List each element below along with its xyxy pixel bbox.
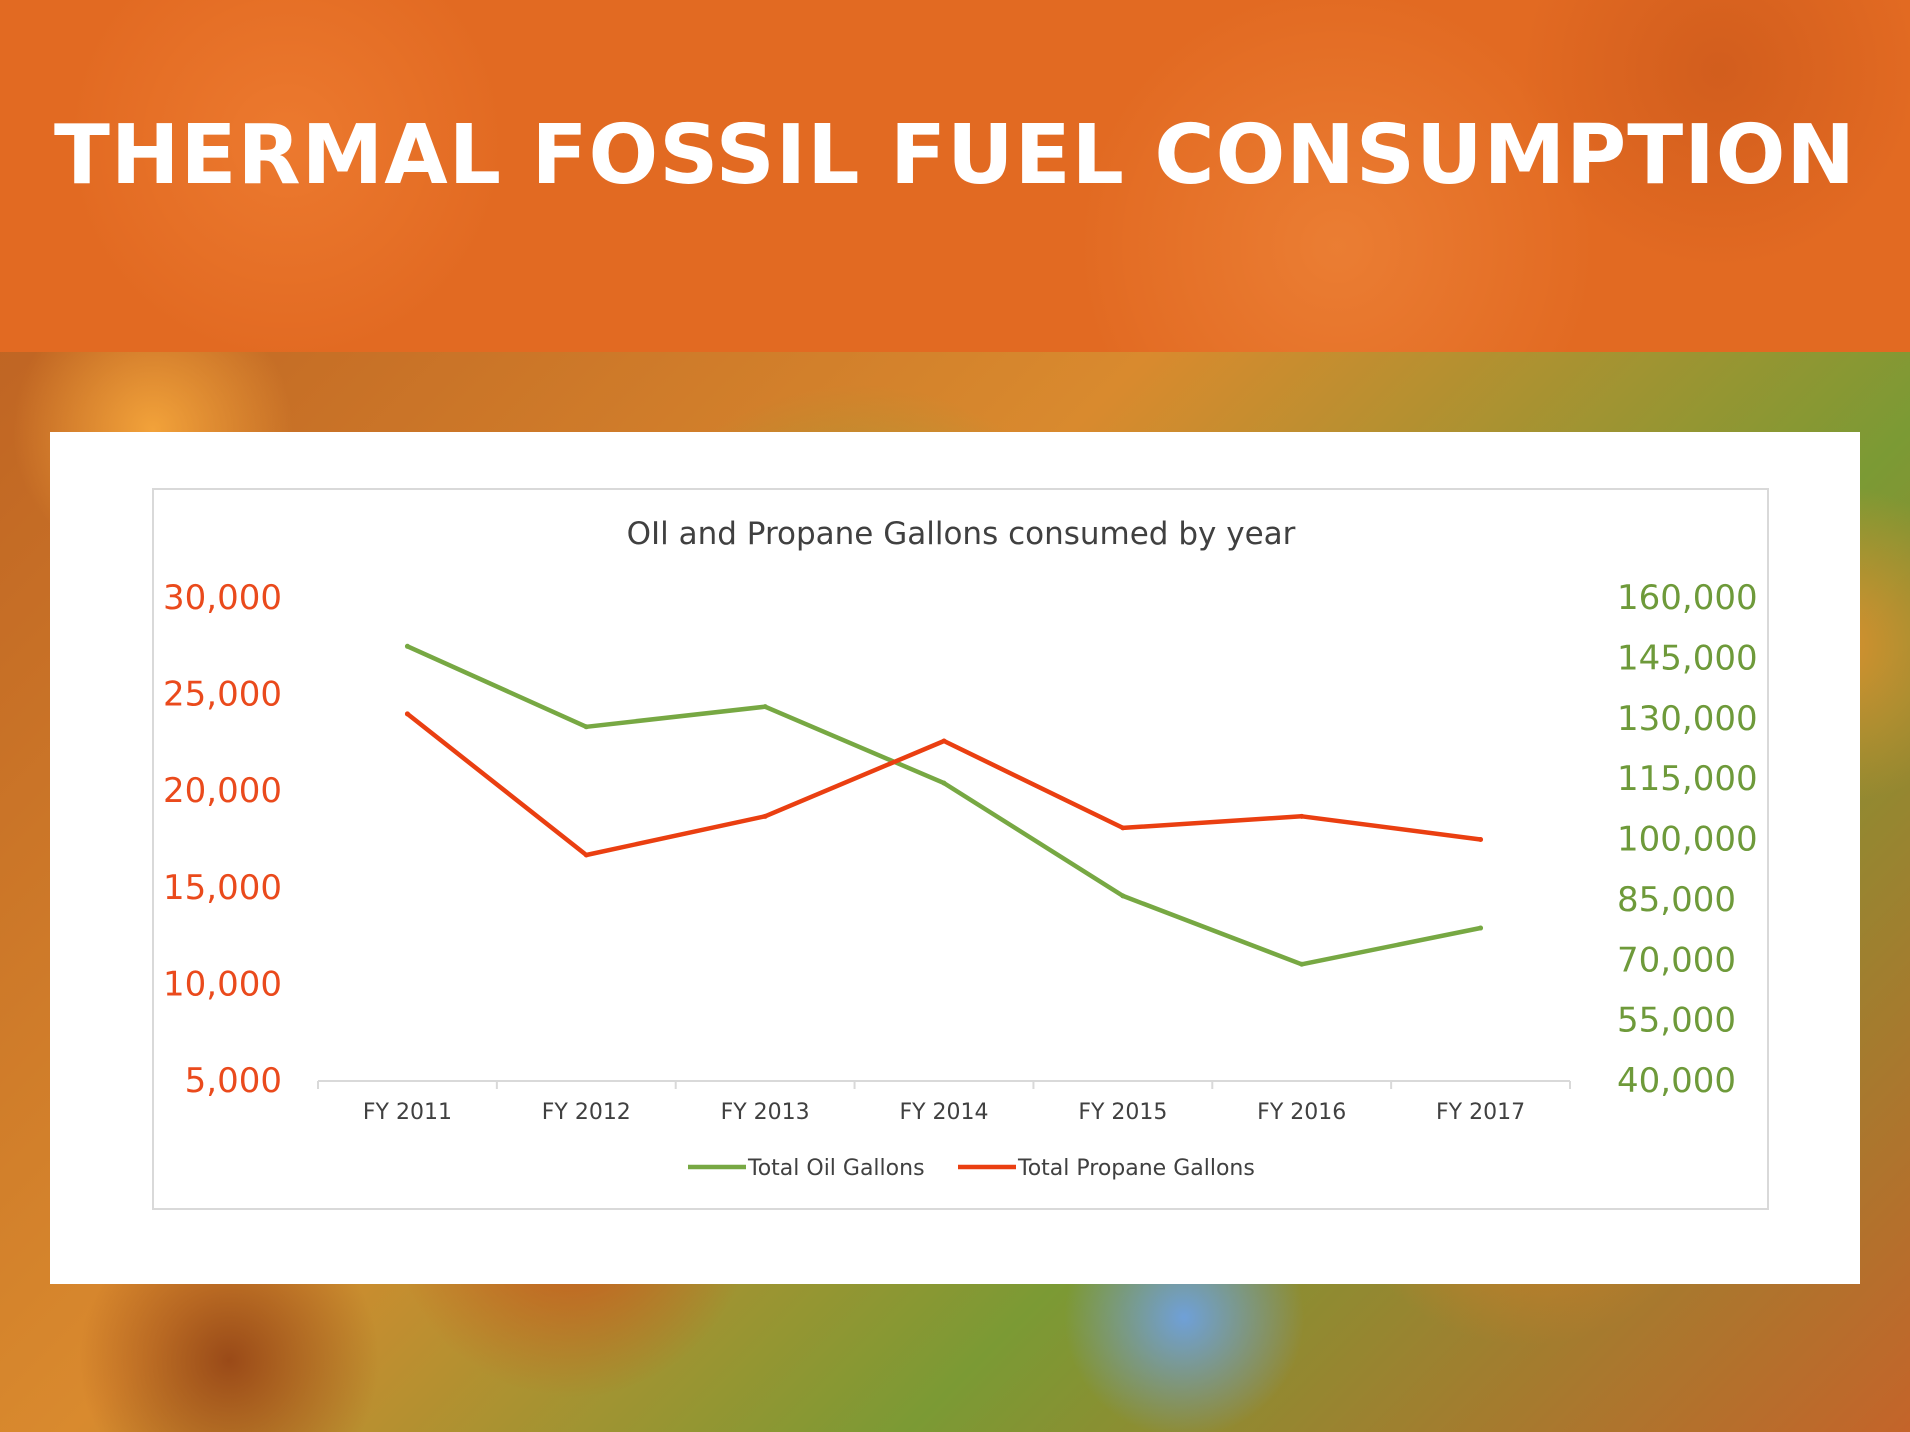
right-axis-tick-label: 130,000 <box>1617 699 1758 739</box>
x-axis-category-label: FY 2016 <box>1257 1100 1346 1125</box>
left-axis-tick-label: 20,000 <box>163 771 282 811</box>
chart-frame <box>152 488 1769 1210</box>
x-axis-category-label: FY 2012 <box>542 1100 631 1125</box>
x-axis-category-label: FY 2011 <box>363 1100 452 1125</box>
left-axis-tick-label: 10,000 <box>163 964 282 1004</box>
right-axis-tick-label: 70,000 <box>1617 940 1736 980</box>
legend-label: Total Oil Gallons <box>747 1156 925 1181</box>
legend: Total Oil Gallons Total Propane Gallons <box>688 1156 1255 1181</box>
data-point-total-propane-gallons <box>583 852 589 858</box>
data-point-total-oil-gallons <box>1478 925 1484 931</box>
chart-panel <box>50 432 1860 1284</box>
x-axis: FY 2011 FY 2012 FY 2013 FY 2014 FY 2015 FY 20… <box>317 1080 1571 1125</box>
x-axis-category-label: FY 2013 <box>721 1100 810 1125</box>
right-axis-tick-label: 100,000 <box>1617 820 1758 860</box>
data-point-total-oil-gallons <box>762 704 768 710</box>
data-point-total-propane-gallons <box>1299 813 1305 819</box>
data-point-total-propane-gallons <box>762 813 768 819</box>
right-axis-tick-label: 85,000 <box>1617 880 1736 920</box>
chart-title: OIl and Propane Gallons consumed by year <box>627 516 1296 552</box>
data-point-total-oil-gallons <box>404 643 410 649</box>
data-point-total-oil-gallons <box>941 780 947 786</box>
x-axis-category-label: FY 2014 <box>899 1100 988 1125</box>
x-axis-category-label: FY 2017 <box>1436 1100 1525 1125</box>
data-point-total-propane-gallons <box>1478 837 1484 842</box>
x-axis-category-label: FY 2015 <box>1078 1100 1167 1125</box>
data-point-total-oil-gallons <box>1120 893 1126 899</box>
data-point-total-oil-gallons <box>583 724 589 730</box>
right-axis-tick-label: 160,000 <box>1617 578 1758 618</box>
data-point-total-propane-gallons <box>404 711 410 717</box>
title-banner: THERMAL FOSSIL FUEL CONSUMPTION <box>0 0 1910 352</box>
right-axis-ticks: 160,000 145,000 130,000 115,000 100,000 85,00… <box>1617 578 1758 1101</box>
right-axis-tick-label: 145,000 <box>1617 638 1758 678</box>
left-axis-tick-label: 15,000 <box>163 868 282 908</box>
data-point-total-propane-gallons <box>941 738 947 744</box>
right-axis-tick-label: 55,000 <box>1617 1001 1736 1041</box>
legend-label: Total Propane Gallons <box>1017 1156 1255 1181</box>
left-axis-tick-label: 5,000 <box>185 1061 282 1101</box>
series-layer <box>404 643 1484 967</box>
left-axis-tick-label: 25,000 <box>163 675 282 715</box>
data-point-total-propane-gallons <box>1120 825 1126 831</box>
left-axis-tick-label: 30,000 <box>163 578 282 618</box>
slide-title: THERMAL FOSSIL FUEL CONSUMPTION <box>53 108 1857 203</box>
right-axis-tick-label: 40,000 <box>1617 1061 1736 1101</box>
data-point-total-oil-gallons <box>1299 961 1305 967</box>
right-axis-tick-label: 115,000 <box>1617 759 1758 799</box>
left-axis-ticks: 30,000 25,000 20,000 15,000 10,000 5,000 <box>163 578 282 1101</box>
